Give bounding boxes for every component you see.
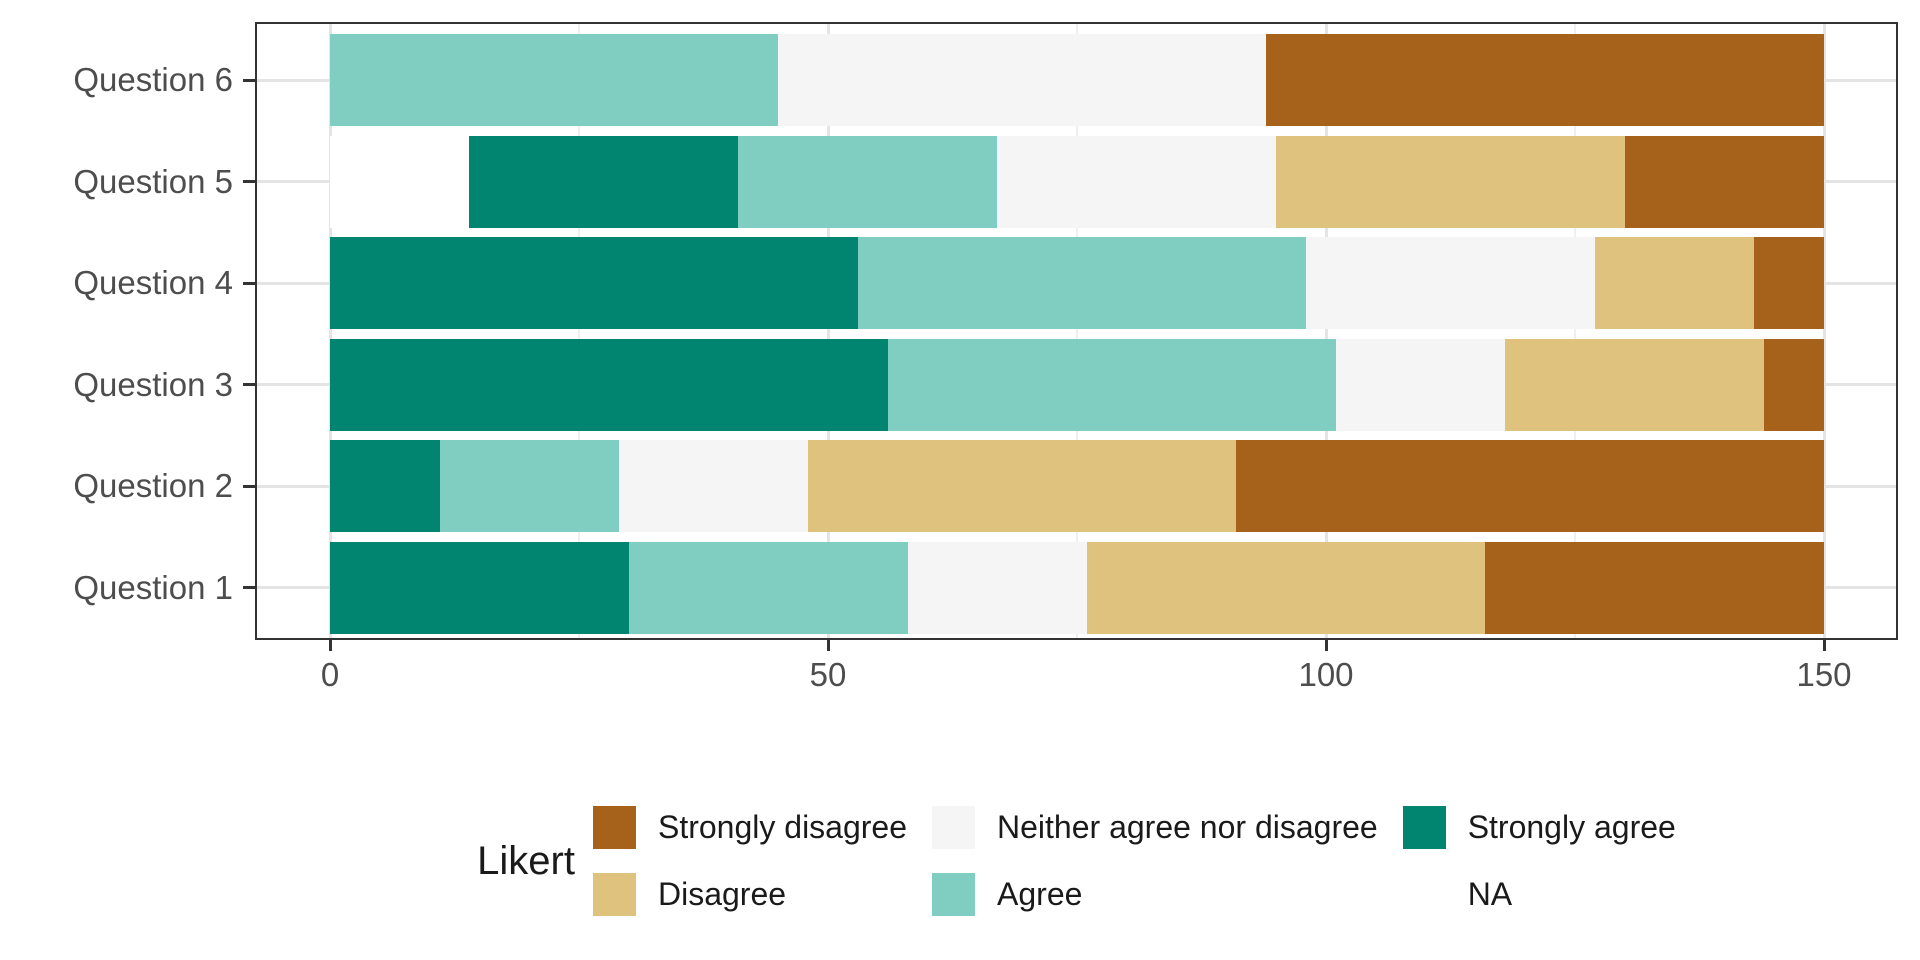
legend-item-label: NA — [1467, 876, 1513, 912]
plot-panel-inner — [257, 24, 1896, 638]
x-axis-tick-label: 50 — [809, 656, 847, 693]
legend-item-neither-agree-nor-disagree: Neither agree nor disagree — [932, 806, 1378, 849]
y-axis-label: Question 4 — [73, 264, 233, 301]
bar-segment-agree — [439, 440, 619, 532]
x-axis-tick-label: 150 — [1796, 656, 1852, 693]
bar-segment-neither-agree-nor-disagree — [1306, 237, 1595, 329]
legend-key-swatch-icon — [592, 873, 636, 916]
bar-segment-neither-agree-nor-disagree — [778, 34, 1267, 126]
legend-key-swatch-icon — [1402, 806, 1446, 849]
legend-item-strongly-disagree: Strongly disagree — [592, 806, 908, 849]
bar-segment-strongly-disagree — [1236, 440, 1824, 532]
bar-segment-agree — [628, 541, 908, 634]
legend-item-label: Strongly disagree — [657, 809, 908, 845]
legend-column: Strongly agree NA — [1402, 806, 1676, 916]
legend-item-label: Strongly agree — [1467, 809, 1676, 845]
y-axis-label: Question 6 — [73, 61, 233, 98]
bar-row-question-2 — [330, 440, 1824, 532]
legend-item-label: Neither agree nor disagree — [997, 809, 1378, 845]
x-major-gridline — [826, 24, 830, 638]
y-axis-tick — [243, 180, 256, 183]
bar-segment-strongly-agree — [330, 440, 440, 532]
y-axis-label: Question 3 — [73, 365, 233, 403]
bar-segment-agree — [738, 135, 998, 228]
bar-segment-strongly-agree — [469, 135, 739, 228]
y-axis-label: Question 2 — [73, 467, 233, 504]
bar-segment-strongly-disagree — [1266, 34, 1824, 126]
bar-segment-disagree — [1594, 237, 1755, 329]
bar-segment-disagree — [1086, 541, 1486, 634]
legend-key-swatch-icon — [592, 806, 636, 849]
x-major-gridline — [328, 24, 332, 638]
bar-row-question-4 — [330, 237, 1824, 329]
bar-segment-neither-agree-nor-disagree — [997, 135, 1277, 228]
legend-key-swatch-icon — [1402, 873, 1446, 916]
bar-segment-strongly-agree — [330, 541, 629, 634]
bar-segment-neither-agree-nor-disagree — [1335, 338, 1506, 431]
bar-segment-agree — [330, 34, 779, 126]
legend-column: Strongly disagree Disagree — [592, 806, 908, 916]
bar-segment-strongly-agree — [330, 237, 858, 329]
bar-segment-na — [330, 135, 470, 228]
y-axis-label: Question 1 — [73, 568, 233, 606]
bar-segment-disagree — [1505, 338, 1765, 431]
bar-row-question-5 — [330, 135, 1824, 228]
x-axis-tick — [328, 640, 332, 651]
bar-segment-strongly-disagree — [1624, 135, 1824, 228]
legend-key-swatch-icon — [932, 806, 976, 849]
legend: Likert Strongly disagree Disagree Neither … — [255, 796, 1898, 926]
bar-segment-disagree — [808, 440, 1237, 532]
legend-item-agree: Agree — [932, 873, 1378, 916]
bar-segment-strongly-disagree — [1764, 338, 1824, 431]
x-axis-tick — [1822, 640, 1826, 651]
x-axis-tick — [1324, 640, 1328, 651]
bar-segment-neither-agree-nor-disagree — [618, 440, 809, 532]
x-minor-gridline — [1076, 24, 1078, 638]
bar-segment-agree — [887, 338, 1336, 431]
x-minor-gridline — [1574, 24, 1576, 638]
bar-row-question-1 — [330, 541, 1824, 634]
legend-item-label: Agree — [997, 876, 1083, 912]
bar-segment-strongly-agree — [330, 338, 888, 431]
y-axis-tick — [243, 78, 256, 82]
bar-segment-disagree — [1276, 135, 1625, 228]
plot-panel — [255, 22, 1898, 640]
legend-title: Likert — [477, 838, 575, 883]
x-minor-gridline — [578, 24, 580, 638]
legend-item-label: Disagree — [657, 876, 787, 912]
legend-column: Neither agree nor disagree Agree — [932, 806, 1378, 916]
legend-item-strongly-agree: Strongly agree — [1402, 806, 1676, 849]
bar-segment-agree — [857, 237, 1307, 329]
x-axis-tick-label: 0 — [320, 656, 340, 693]
x-axis-tick-label: 100 — [1298, 656, 1354, 693]
y-axis-tick — [243, 484, 256, 488]
legend-item-disagree: Disagree — [592, 873, 907, 916]
y-axis-label: Question 5 — [73, 162, 233, 200]
bar-segment-strongly-disagree — [1485, 541, 1824, 634]
legend-columns: Strongly disagree Disagree Neither agree n… — [592, 806, 1676, 916]
x-axis-tick — [826, 640, 830, 651]
legend-key-swatch-icon — [932, 873, 976, 916]
y-axis-tick — [243, 281, 256, 285]
bar-row-question-6 — [330, 34, 1824, 126]
bar-row-question-3 — [330, 338, 1824, 431]
x-major-gridline — [1822, 24, 1826, 638]
legend-item-na: NA — [1402, 873, 1676, 916]
y-axis-tick — [243, 586, 256, 589]
y-axis-tick — [243, 383, 256, 386]
bar-segment-strongly-disagree — [1754, 237, 1824, 329]
bar-segment-neither-agree-nor-disagree — [907, 541, 1087, 634]
x-major-gridline — [1324, 24, 1328, 638]
